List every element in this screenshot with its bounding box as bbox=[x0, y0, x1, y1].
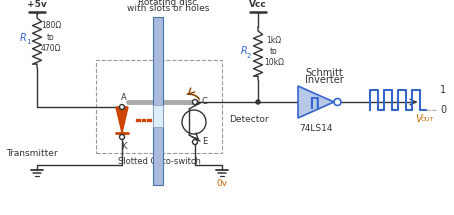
Text: K: K bbox=[121, 142, 127, 151]
Circle shape bbox=[192, 140, 197, 144]
Text: 0v: 0v bbox=[217, 179, 227, 188]
Text: +5v: +5v bbox=[27, 0, 47, 9]
Circle shape bbox=[182, 110, 206, 134]
Text: Detector: Detector bbox=[229, 115, 269, 124]
Text: A: A bbox=[121, 93, 127, 102]
Text: 180Ω
to
470Ω: 180Ω to 470Ω bbox=[41, 22, 61, 53]
Text: Rotating disc: Rotating disc bbox=[138, 0, 197, 7]
Text: OUT: OUT bbox=[421, 117, 434, 122]
Text: Transmitter: Transmitter bbox=[6, 149, 58, 158]
Text: E: E bbox=[202, 138, 207, 146]
Text: Vcc: Vcc bbox=[249, 0, 267, 9]
Circle shape bbox=[119, 135, 124, 140]
Text: R: R bbox=[241, 46, 247, 55]
Text: Slotted Opto-switch: Slotted Opto-switch bbox=[118, 157, 200, 166]
Text: C: C bbox=[202, 97, 208, 106]
Text: R: R bbox=[20, 33, 26, 43]
Polygon shape bbox=[298, 86, 334, 118]
Bar bbox=[96, 60, 222, 153]
Text: V: V bbox=[415, 114, 422, 124]
Text: 74LS14: 74LS14 bbox=[299, 124, 333, 133]
Text: 1: 1 bbox=[440, 85, 446, 95]
Circle shape bbox=[256, 100, 260, 104]
Text: Inverter: Inverter bbox=[305, 75, 343, 85]
Text: 2: 2 bbox=[247, 52, 251, 58]
Text: ∏: ∏ bbox=[309, 95, 319, 109]
Bar bbox=[153, 105, 163, 127]
Text: with slots or holes: with slots or holes bbox=[127, 4, 209, 13]
Text: Schmitt: Schmitt bbox=[305, 68, 343, 78]
Bar bbox=[153, 17, 163, 185]
Circle shape bbox=[334, 98, 341, 106]
Text: 1: 1 bbox=[26, 39, 30, 45]
Text: 1kΩ
to
10kΩ: 1kΩ to 10kΩ bbox=[264, 36, 284, 67]
Circle shape bbox=[192, 100, 197, 104]
Circle shape bbox=[119, 104, 124, 109]
Text: 0: 0 bbox=[440, 105, 446, 115]
Polygon shape bbox=[116, 107, 128, 133]
